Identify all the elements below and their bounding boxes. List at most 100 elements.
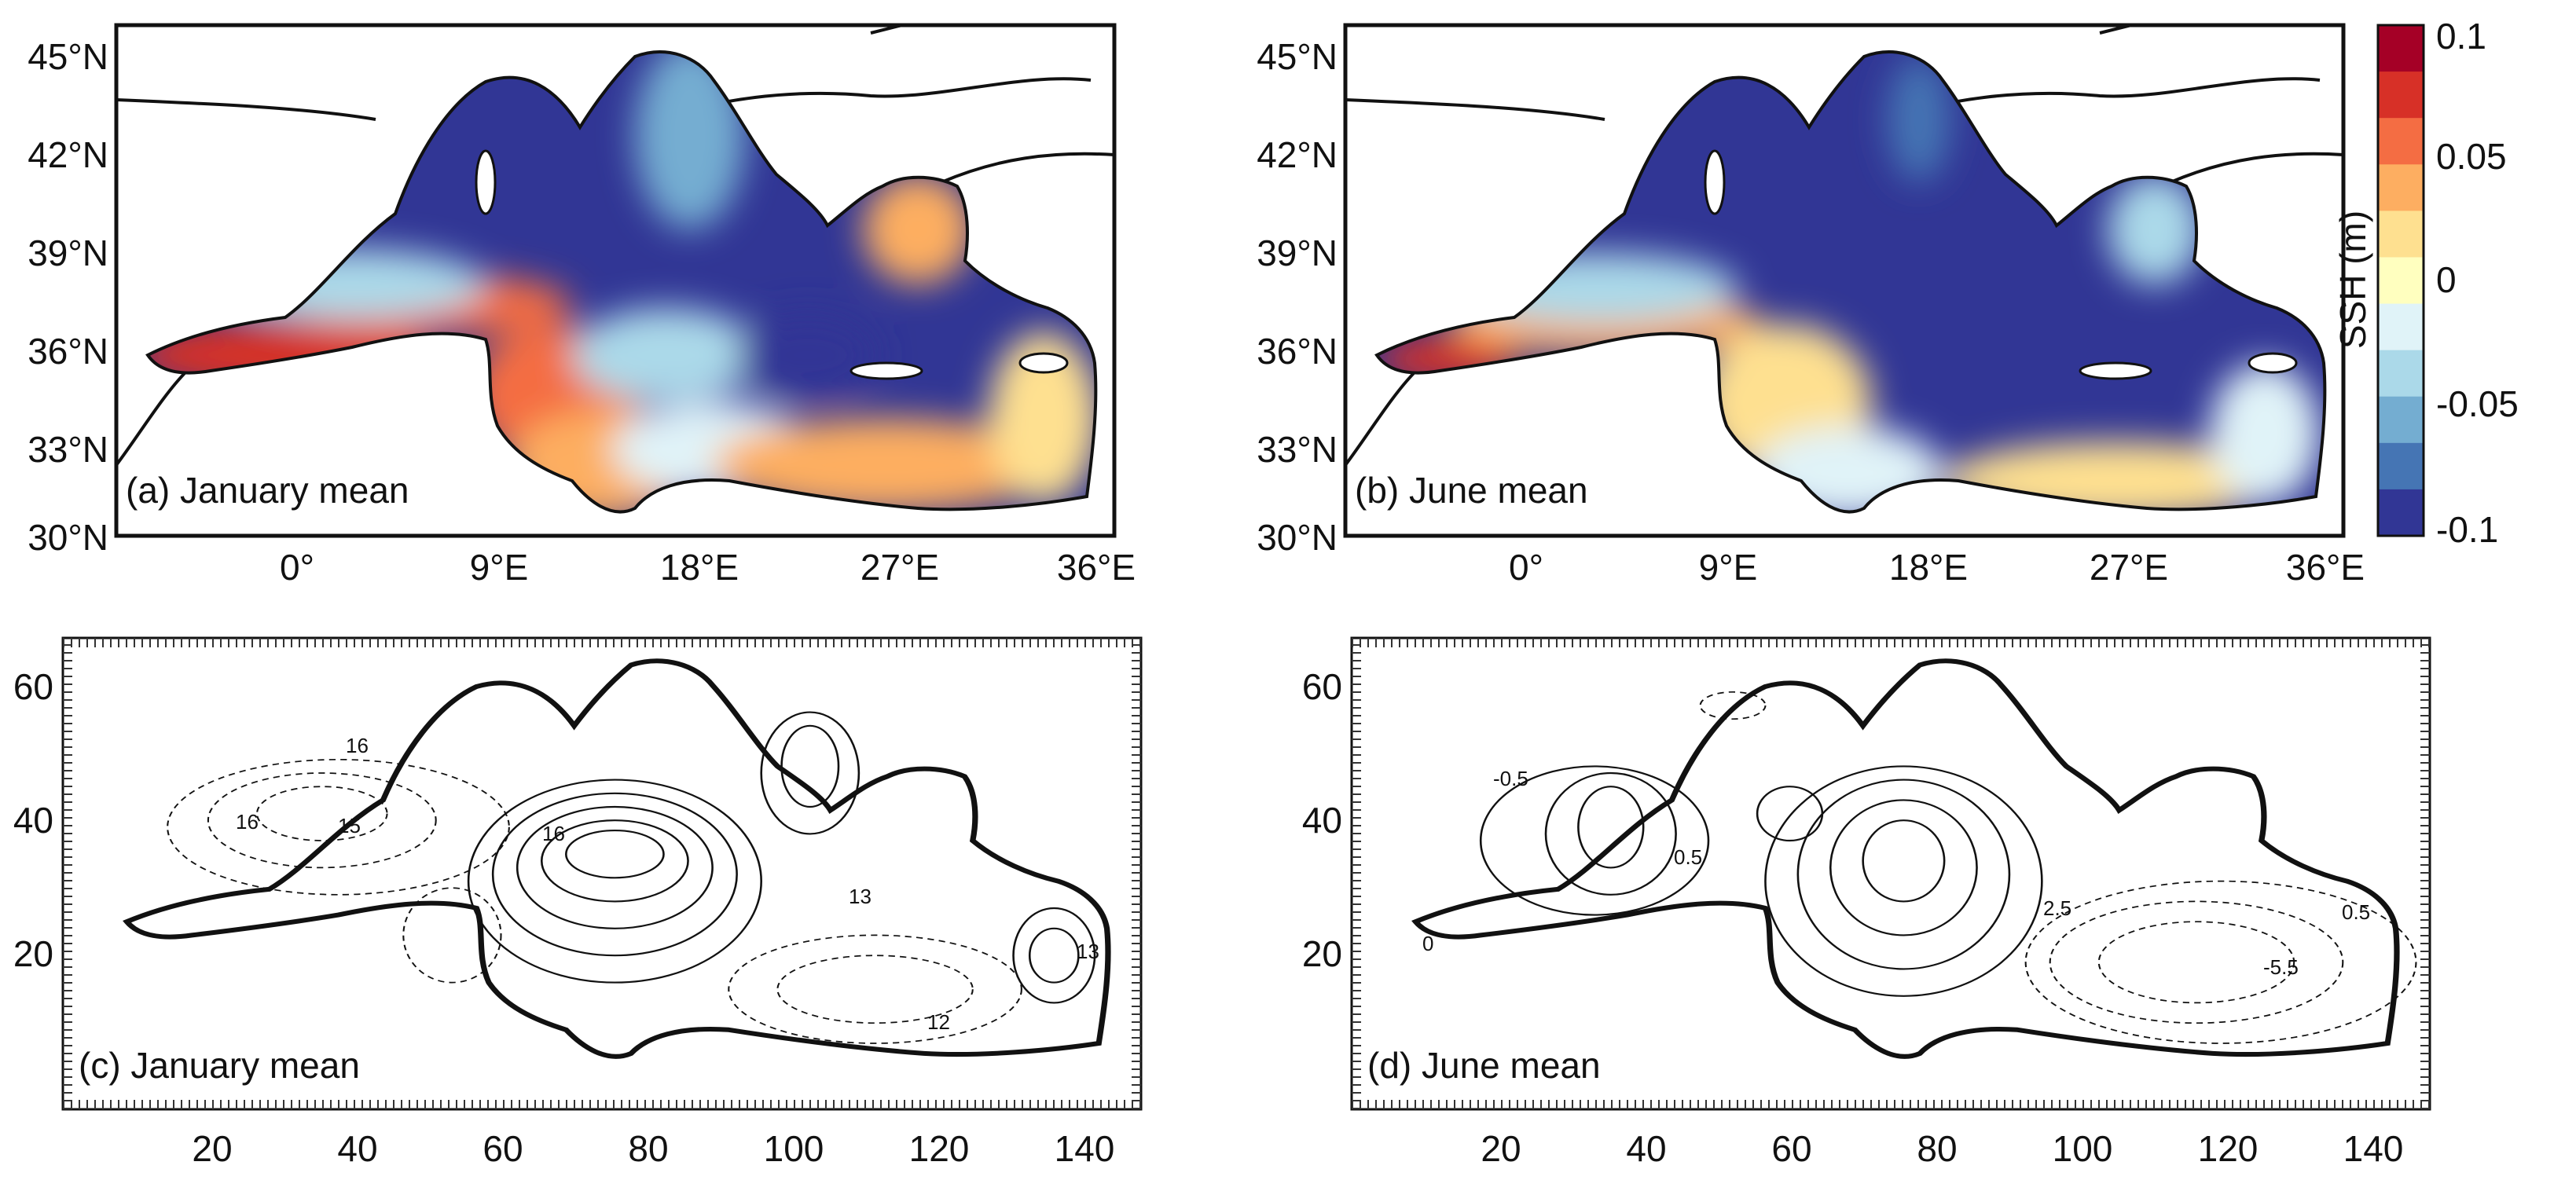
panel-b-xtick: 27°E	[2090, 547, 2168, 588]
colorbar-swatch	[2378, 71, 2424, 119]
colorbar-frame	[2376, 24, 2425, 537]
panel-c-frame-ticks-right	[1132, 638, 1141, 1109]
panel-a-caption: (a) January mean	[126, 470, 409, 511]
colorbar-swatch	[2378, 164, 2424, 211]
panel-d-frame-ticks-bottom	[1352, 1100, 2430, 1109]
panel-b-caption: (b) June mean	[1355, 470, 1588, 511]
panel-d-frame-ticks-right	[2420, 638, 2430, 1109]
panel-a-african-coast	[115, 369, 189, 467]
panel-d-contour-label: -5.5	[2263, 955, 2299, 979]
colorbar-swatch	[2378, 489, 2424, 537]
panel-d-frame-ticks-top	[1352, 638, 2430, 647]
colorbar-swatch	[2378, 211, 2424, 258]
panel-a-xtick: 27°E	[861, 547, 939, 588]
panel-b-ytick: 36°N	[1257, 331, 1338, 372]
panel-c-ytick: 60	[13, 666, 53, 707]
panel-c-frame-ticks-bottom	[63, 1100, 1141, 1109]
colorbar-swatches	[2378, 25, 2424, 537]
panel-b-ytick: 45°N	[1257, 36, 1338, 77]
panel-c-ytick: 40	[13, 800, 53, 841]
colorbar-swatch	[2378, 303, 2424, 351]
colorbar-tick: -0.05	[2436, 383, 2519, 424]
panel-c-xtick: 100	[764, 1128, 824, 1169]
panel-a-ytick: 42°N	[28, 134, 108, 175]
panel-c-contour-label: 16	[236, 810, 259, 834]
panel-b-north-coast	[1345, 24, 2344, 184]
panel-c-xtick: 20	[192, 1128, 232, 1169]
panel-c-contour-label: 16	[346, 734, 369, 757]
panel-b-island-corsica	[1704, 149, 1726, 215]
panel-b-xtick: 36°E	[2286, 547, 2365, 588]
panel-d-xtick: 120	[2198, 1128, 2259, 1169]
colorbar-tick: 0.1	[2436, 16, 2486, 57]
ssh-colorbar: 0.1 0.05 0 -0.05 -0.1 SSH (m)	[2332, 16, 2519, 550]
colorbar-swatch	[2378, 442, 2424, 490]
panel-c-y-axis: 60 40 20	[13, 666, 53, 974]
panel-a-xtick: 0°	[280, 547, 314, 588]
panel-d-frame-ticks-left	[1352, 638, 1361, 1109]
panel-b-ytick: 42°N	[1257, 134, 1338, 175]
panel-d-ytick: 40	[1302, 800, 1342, 841]
panel-a-january-ssh-map: 45°N 42°N 39°N 36°N 33°N 30°N 0° 9°E 18°…	[28, 23, 1136, 588]
panel-c-january-contour-map: 16 16 15 16 13 12 13 60 40 20 20 40 60 8…	[13, 636, 1143, 1169]
panel-b-african-coast	[1344, 369, 1418, 467]
panel-d-xtick: 60	[1771, 1128, 1811, 1169]
panel-c-ytick: 20	[13, 933, 53, 974]
panel-a-x-axis: 0° 9°E 18°E 27°E 36°E	[280, 547, 1136, 588]
panel-c-xtick: 140	[1055, 1128, 1115, 1169]
panel-d-ytick: 20	[1302, 933, 1342, 974]
panel-b-xtick: 0°	[1509, 547, 1543, 588]
panel-b-ytick: 39°N	[1257, 233, 1338, 273]
panel-b-island-cyprus	[2248, 352, 2298, 374]
panel-c-caption: (c) January mean	[79, 1045, 360, 1086]
panel-b-island-crete	[2079, 361, 2152, 380]
panel-c-contour-label: 13	[849, 885, 872, 908]
panel-d-contour-label: 0.5	[2342, 900, 2370, 924]
panel-d-xtick: 20	[1481, 1128, 1521, 1169]
panel-a-island-corsica	[475, 149, 497, 215]
colorbar-swatch	[2378, 118, 2424, 165]
panel-d-contour-label: -0.5	[1493, 767, 1528, 790]
panel-a-ytick: 45°N	[28, 36, 108, 77]
panel-c-contour-label: 12	[927, 1010, 950, 1034]
colorbar-swatch	[2378, 350, 2424, 398]
panel-a-island-cyprus	[1018, 352, 1069, 374]
panel-d-xtick: 80	[1917, 1128, 1957, 1169]
panel-b-x-axis: 0° 9°E 18°E 27°E 36°E	[1509, 547, 2365, 588]
panel-b-xtick: 9°E	[1699, 547, 1758, 588]
colorbar-title: SSH (m)	[2332, 211, 2373, 349]
panel-a-ytick: 39°N	[28, 233, 108, 273]
panel-c-frame-ticks-left	[63, 638, 72, 1109]
panel-d-xtick: 100	[2053, 1128, 2113, 1169]
panel-a-xtick: 9°E	[470, 547, 529, 588]
panel-d-contour-label: 0.5	[1674, 845, 1702, 869]
panel-c-xtick: 40	[337, 1128, 377, 1169]
panel-d-xtick: 140	[2343, 1128, 2404, 1169]
panel-d-contour-label: 0	[1422, 932, 1433, 955]
panel-c-xtick: 80	[628, 1128, 668, 1169]
panel-b-y-axis: 45°N 42°N 39°N 36°N 33°N 30°N	[1257, 36, 1338, 558]
panel-c-xtick: 120	[909, 1128, 970, 1169]
panel-c-x-axis: 20 40 60 80 100 120 140	[192, 1128, 1114, 1169]
panel-a-xtick: 18°E	[660, 547, 739, 588]
colorbar-tick: 0.05	[2436, 136, 2507, 177]
colorbar-tick: -0.1	[2436, 509, 2498, 550]
panel-c-contour-label: 16	[542, 822, 565, 845]
panel-c-contour-label: 15	[338, 814, 361, 837]
colorbar-swatch	[2378, 396, 2424, 444]
panel-a-ytick: 33°N	[28, 429, 108, 470]
colorbar-tick: 0	[2436, 259, 2457, 300]
panel-d-contour-label: 2.5	[2043, 896, 2071, 920]
panel-c-xtick: 60	[483, 1128, 523, 1169]
panel-a-ytick: 30°N	[28, 517, 108, 558]
panel-a-ytick: 36°N	[28, 331, 108, 372]
panel-d-june-contour-map: -0.5 0.5 0 2.5 -5.5 0.5 60 40 20 20 40 6…	[1302, 636, 2431, 1169]
panel-a-north-coast	[116, 24, 1115, 184]
colorbar-swatch	[2378, 25, 2424, 72]
panel-c-frame-ticks-top	[63, 638, 1141, 647]
panel-d-ytick: 60	[1302, 666, 1342, 707]
panel-b-ytick: 33°N	[1257, 429, 1338, 470]
panel-a-xtick: 36°E	[1057, 547, 1136, 588]
panel-b-ytick: 30°N	[1257, 517, 1338, 558]
